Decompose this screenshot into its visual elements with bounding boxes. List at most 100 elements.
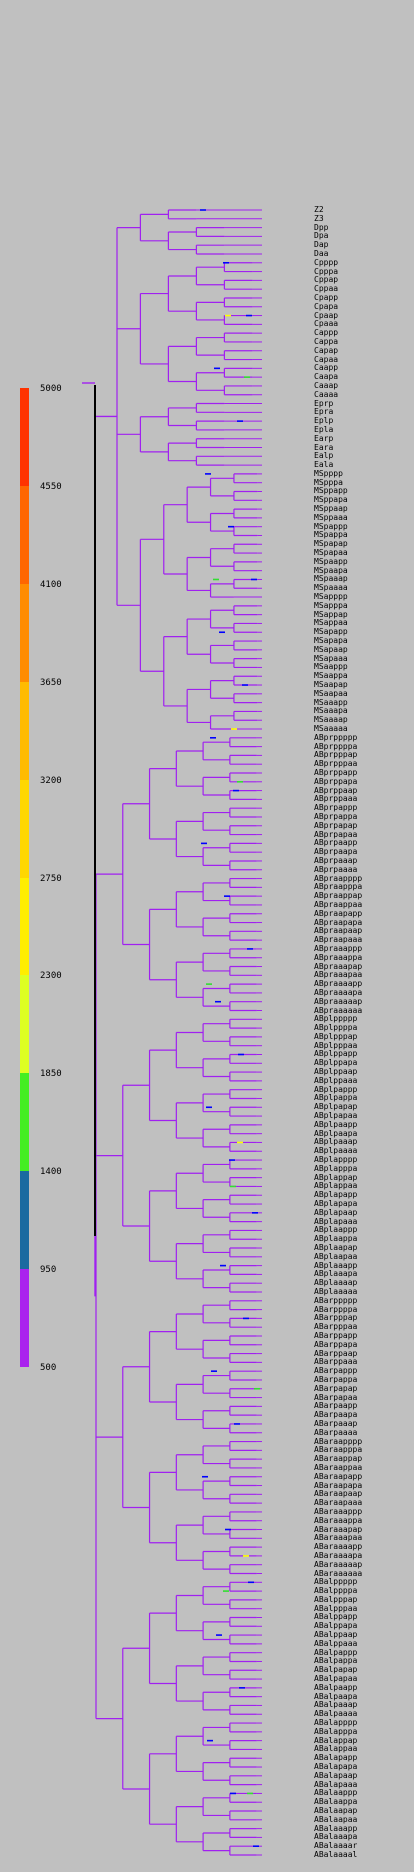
leaf-label: MSapapa [314,636,348,646]
leaf-label: ABaraapppa [314,1445,363,1455]
leaf-label: MSpppa [314,477,343,487]
leaf-label: ABprpaapa [314,847,358,857]
leaf-label: Dap [314,240,329,250]
leaf-label: Cppap [314,275,339,285]
leaf-label: Cpapa [314,301,339,311]
leaf-label: MSappap [314,609,348,619]
leaf-label: ABalppppa [314,1586,358,1596]
leaf-label: ABaraappaa [314,1462,363,1472]
leaf-label: Caapp [314,363,339,373]
leaf-label: ABplapaaa [314,1216,358,1226]
leaf-label: ABalpapap [314,1665,358,1675]
leaf-label: MSppapp [314,486,348,496]
leaf-label: Cppaa [314,284,339,294]
leaf-label: ABpraaappa [314,952,363,962]
leaf-label: ABplaaapp [314,1260,358,1270]
leaf-label: ABplppaaa [314,1075,358,1085]
leaf-label: ABprppppp [314,732,358,742]
leaf-label: ABplapaap [314,1207,358,1217]
leaf-label: MSaappa [314,671,348,681]
leaf-label: ABprppppa [314,741,358,751]
leaf-label: MSppapa [314,495,348,505]
leaf-label: ABprpaaaa [314,864,358,874]
leaf-label: ABprpappa [314,811,358,821]
scale-segment [20,1073,29,1172]
leaf-label: MSapapp [314,627,348,637]
leaf-label: ABprpapap [314,820,358,830]
leaf-label: ABprpppaa [314,759,358,769]
leaf-label: ABalapaap [314,1770,358,1780]
scale-segment [20,779,29,878]
scale-segment [20,1171,29,1270]
leaf-label: Z3 [314,213,324,223]
leaf-label: Cpppa [314,266,339,276]
leaf-label: Cpaaa [314,319,339,329]
leaf-label: Caaaa [314,389,339,399]
leaf-label: ABarpppaa [314,1322,358,1332]
scale-label: 2300 [40,971,62,982]
leaf-label: ABarpaaaa [314,1427,358,1437]
leaf-label: ABalapppa [314,1726,358,1736]
leaf-label: Ealp [314,451,334,461]
leaf-label: ABaraaaaap [314,1559,363,1569]
leaf-label: ABarpaapa [314,1410,358,1420]
scale-segment [20,583,29,683]
leaf-label: ABpraapaaa [314,935,363,945]
scale-label: 4550 [40,481,62,492]
leaf-label: ABplappaa [314,1181,358,1191]
leaf-label: ABalpaapp [314,1682,358,1692]
leaf-label: ABalappaa [314,1744,358,1754]
leaf-label: ABalpaaaa [314,1709,358,1719]
leaf-label: ABalpaapa [314,1691,358,1701]
scale-segment [20,975,29,1074]
leaf-label: Caapa [314,372,339,382]
leaf-label: ABplaaaaa [314,1287,358,1296]
leaf-label: ABprppaap [314,785,358,795]
scale-label: 3200 [40,775,62,786]
leaf-label: MSaaaap [314,715,348,725]
leaf-label: MSppaaa [314,512,348,522]
leaf-label: Epla [314,424,334,434]
leaf-label: MSpaaaa [314,583,348,593]
leaf-label: Cappp [314,328,339,338]
leaf-label: ABplapppa [314,1163,358,1173]
leaf-label: ABpraapppp [314,873,363,883]
leaf-label: ABaraapaap [314,1489,363,1499]
leaf-label: ABplapppp [314,1155,358,1165]
leaf-label: ABpraappap [314,891,363,901]
leaf-label: ABpraaaaap [314,996,363,1006]
leaf-label: Eplp [314,416,334,426]
leaf-label: ABplaappp [314,1225,358,1235]
leaf-label: ABplaapaa [314,1251,358,1261]
leaf-label: ABarpappp [314,1366,358,1376]
leaf-label: ABalaappa [314,1797,358,1807]
leaf-label: Epra [314,407,334,417]
leaf-label: ABpraapapa [314,917,363,927]
leaf-label: ABplapapa [314,1199,358,1209]
leaf-label: ABplapapp [314,1190,358,1200]
leaf-label: ABaraaappa [314,1515,363,1525]
leaf-label: MSpapaa [314,548,348,558]
leaf-label: ABpraapapp [314,908,363,918]
leaf-label: ABplpaapp [314,1119,358,1129]
scale-label: 5000 [40,384,62,394]
scale-label: 3650 [40,677,62,688]
leaf-label: ABpraapppa [314,882,363,892]
leaf-label: MSaaapa [314,706,348,716]
leaf-label: ABalpapaa [314,1674,358,1684]
leaf-label: ABaraaaaaa [314,1568,363,1578]
leaf-label: ABaraaapap [314,1524,363,1534]
leaf-label: ABalaaaal [314,1850,358,1859]
leaf-label: ABalaaapa [314,1832,358,1842]
leaf-label: ABplpapaa [314,1111,358,1121]
leaf-label: Eprp [314,398,334,408]
leaf-label: ABprpppap [314,750,358,760]
leaf-label: ABarppppa [314,1304,358,1314]
leaf-label: ABalpappp [314,1647,358,1657]
leaf-label: ABalaaaar [314,1841,358,1851]
leaf-label: MSpaapp [314,556,348,566]
leaf-label: Caaap [314,380,339,390]
leaf-label: ABaraapppp [314,1436,363,1446]
leaf-label: ABplappap [314,1172,358,1182]
leaf-label: ABplpppaa [314,1040,358,1050]
